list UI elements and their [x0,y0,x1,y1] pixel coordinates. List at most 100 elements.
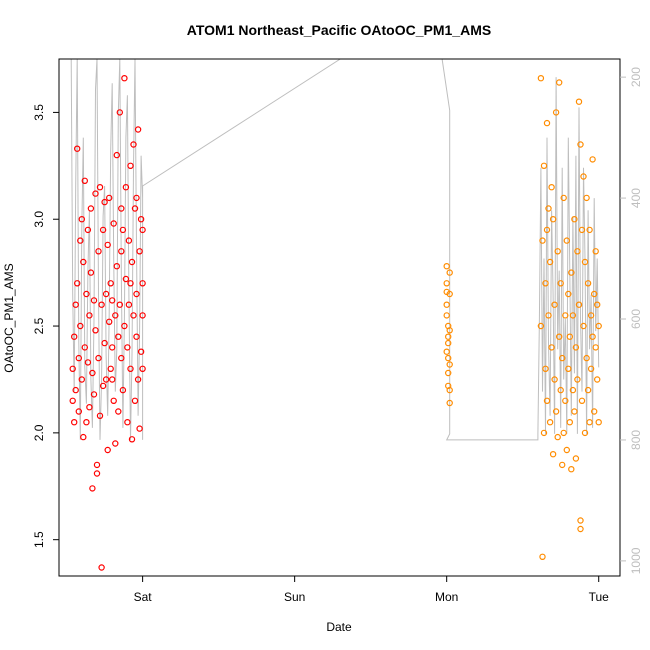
data-point-orange [587,365,595,372]
data-point-red [137,348,145,355]
data-point-red [77,322,84,330]
data-point-orange [577,517,584,524]
data-point-red [98,564,105,571]
data-point-orange [543,119,551,127]
data-point-orange [559,354,566,362]
data-point-red [122,275,130,283]
data-point-orange [446,399,453,407]
data-point-red [104,446,111,454]
data-point-red [84,359,92,366]
data-point-red [80,433,87,441]
data-point-red [125,237,133,244]
data-point-orange [595,322,602,330]
data-point-orange [583,354,590,362]
data-point-red [70,419,78,426]
data-point-red [83,419,90,426]
data-point-orange [445,354,452,362]
data-point-orange [545,205,552,212]
data-point-red [127,280,134,287]
data-point-red [128,436,136,443]
data-point-red [113,263,121,270]
x-tick-label: Mon [435,590,458,604]
data-point-orange [546,419,554,426]
data-point-orange [560,429,567,437]
data-point-orange [551,301,558,308]
data-point-orange [568,269,575,276]
data-point-red [139,280,146,287]
data-point-orange [445,382,452,390]
data-point-red [133,333,140,340]
data-point-orange [556,333,563,340]
data-point-orange [595,419,602,426]
data-point-red [113,151,121,159]
data-point-red [131,205,139,212]
data-point-red [87,205,95,212]
data-point-orange [443,348,450,355]
x-tick-label: Tue [589,590,610,604]
data-point-red [112,440,119,447]
data-point-orange [592,248,599,255]
data-point-orange [578,226,586,234]
data-point-orange [443,288,450,296]
data-point-red [124,419,131,426]
data-point-red [69,397,76,404]
altitude-line [70,58,600,441]
data-point-orange [562,312,569,319]
data-point-orange [443,312,450,319]
data-point-orange [581,258,589,266]
data-point-orange [545,312,552,319]
data-point-orange [552,408,560,415]
data-point-red [69,365,76,372]
data-point-orange [565,365,572,372]
data-point-orange [571,215,578,223]
data-point-orange [552,109,560,116]
data-point-red [139,226,146,234]
data-point-red [107,280,114,287]
data-point-red [125,301,133,308]
data-point-red [80,258,87,266]
data-point-orange [557,386,564,394]
data-point-orange [540,429,548,437]
y-tick-label: 2.5 [32,317,46,334]
data-point-orange [445,333,452,340]
data-point-orange [556,79,563,86]
data-point-red [133,194,140,202]
y2-tick-label: 800 [629,430,643,450]
data-point-red [72,386,79,394]
data-point-red [90,391,98,398]
data-point-red [98,301,105,308]
y2-tick-label: 600 [629,309,643,329]
data-point-orange [546,258,554,266]
data-point-red [116,109,124,116]
data-point-orange [443,301,450,308]
points-layer [69,74,602,571]
data-point-orange [572,455,580,462]
data-point-red [115,408,122,415]
data-point-orange [580,173,587,180]
data-point-red [130,141,137,148]
data-point-orange [594,376,601,383]
data-point-red [104,241,111,249]
data-point-red [81,177,89,184]
data-point-orange [589,333,596,340]
data-point-red [136,425,143,432]
data-point-orange [446,327,453,334]
data-point-red [101,339,108,347]
data-point-orange [548,183,555,191]
data-point-red [139,365,146,372]
data-point-orange [560,194,567,202]
y-tick-label: 2.0 [32,424,46,441]
data-point-red [92,327,99,334]
data-point-orange [575,98,583,105]
data-point-orange [549,451,557,458]
data-point-red [75,408,83,415]
data-point-orange [554,248,561,255]
data-point-orange [563,237,571,244]
data-point-red [119,386,127,394]
x-tick-label: Sat [134,590,153,604]
data-point-red [134,376,142,383]
data-point-red [133,290,140,298]
data-point-red [86,404,93,411]
data-point-orange [565,290,572,298]
data-point-orange [584,280,592,287]
